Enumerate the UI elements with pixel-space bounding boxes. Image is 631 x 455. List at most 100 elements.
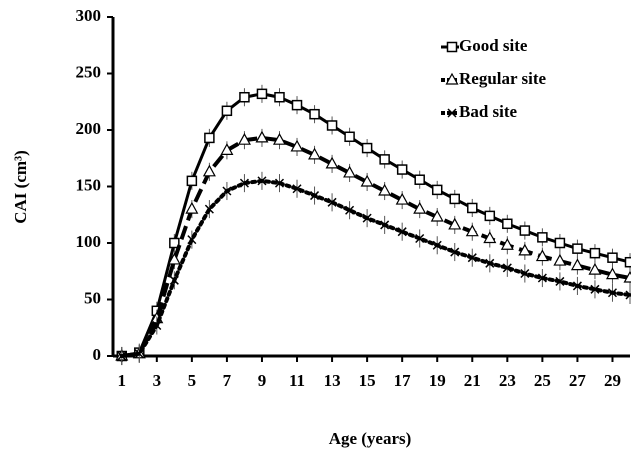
point bbox=[519, 225, 531, 236]
point bbox=[360, 174, 374, 187]
point bbox=[572, 243, 583, 254]
point bbox=[589, 247, 601, 259]
point bbox=[117, 351, 127, 361]
point bbox=[222, 186, 232, 196]
point bbox=[537, 232, 548, 243]
point bbox=[152, 320, 162, 331]
point bbox=[361, 142, 373, 154]
point bbox=[414, 174, 425, 185]
point bbox=[484, 210, 496, 222]
point bbox=[605, 267, 619, 280]
point bbox=[272, 132, 287, 145]
point bbox=[202, 164, 216, 177]
x-tick-label: 9 bbox=[258, 371, 267, 390]
point bbox=[220, 143, 234, 155]
point bbox=[343, 165, 357, 178]
x-tick-label: 17 bbox=[394, 371, 412, 390]
point bbox=[502, 263, 512, 273]
point bbox=[379, 154, 390, 165]
point bbox=[290, 139, 304, 152]
legend-label: Good site bbox=[459, 36, 528, 55]
point bbox=[588, 262, 602, 275]
point bbox=[325, 156, 339, 169]
point bbox=[625, 290, 631, 300]
x-tick-label: 21 bbox=[464, 371, 481, 390]
point bbox=[535, 249, 549, 262]
point bbox=[572, 281, 582, 291]
point bbox=[518, 243, 532, 256]
point bbox=[186, 175, 198, 187]
legend-marker bbox=[446, 41, 458, 53]
x-tick-label: 23 bbox=[499, 371, 516, 390]
point bbox=[624, 256, 631, 268]
point bbox=[502, 218, 513, 230]
series-line bbox=[121, 92, 631, 358]
legend-marker bbox=[445, 72, 459, 85]
point bbox=[221, 105, 233, 117]
point bbox=[169, 237, 180, 249]
point bbox=[134, 349, 144, 359]
point bbox=[467, 253, 477, 263]
point bbox=[449, 193, 460, 205]
point bbox=[255, 130, 269, 143]
x-tick-label: 13 bbox=[324, 371, 341, 390]
point bbox=[187, 235, 197, 245]
point bbox=[378, 183, 392, 196]
point bbox=[553, 253, 567, 266]
point bbox=[483, 231, 497, 244]
x-tick-label: 3 bbox=[153, 371, 162, 390]
point bbox=[450, 247, 460, 257]
point bbox=[345, 205, 355, 215]
point bbox=[326, 120, 338, 131]
point bbox=[607, 252, 618, 263]
point bbox=[413, 201, 427, 214]
y-tick-label: 250 bbox=[76, 62, 102, 81]
point bbox=[397, 227, 407, 237]
point bbox=[520, 268, 530, 279]
point bbox=[274, 178, 285, 188]
x-axis-label: Age (years) bbox=[329, 429, 412, 448]
point bbox=[590, 284, 600, 294]
point bbox=[380, 220, 390, 230]
x-tick-label: 5 bbox=[188, 371, 197, 390]
legend-label: Regular site bbox=[459, 69, 546, 88]
point bbox=[465, 224, 479, 237]
point bbox=[607, 288, 618, 298]
y-tick-label: 200 bbox=[76, 119, 102, 138]
x-tick-label: 11 bbox=[289, 371, 305, 390]
point bbox=[257, 176, 267, 186]
point bbox=[448, 217, 462, 230]
point bbox=[467, 202, 478, 214]
point bbox=[237, 132, 251, 145]
point bbox=[623, 270, 631, 283]
point bbox=[537, 273, 547, 283]
point bbox=[185, 201, 199, 214]
point bbox=[395, 192, 409, 205]
point bbox=[308, 147, 322, 160]
y-tick-label: 100 bbox=[76, 232, 102, 251]
x-tick-label: 29 bbox=[604, 371, 621, 390]
y-tick-label: 150 bbox=[76, 175, 102, 194]
point bbox=[500, 238, 514, 250]
point bbox=[555, 276, 565, 286]
point bbox=[292, 184, 302, 194]
x-tick-label: 25 bbox=[534, 371, 551, 390]
point bbox=[309, 108, 320, 120]
point bbox=[432, 240, 442, 250]
series-line bbox=[119, 178, 631, 358]
y-axis-label: CAI (cm³) bbox=[11, 150, 30, 224]
point bbox=[239, 91, 250, 103]
point bbox=[485, 258, 495, 268]
legend-label: Bad site bbox=[459, 102, 518, 121]
x-tick-label: 19 bbox=[429, 371, 446, 390]
point bbox=[344, 131, 355, 143]
point bbox=[274, 91, 285, 103]
x-tick-label: 1 bbox=[118, 371, 127, 390]
point bbox=[430, 209, 444, 222]
point bbox=[239, 178, 249, 188]
x-tick-label: 15 bbox=[359, 371, 376, 390]
point bbox=[256, 88, 268, 100]
series-line bbox=[121, 135, 631, 358]
point bbox=[431, 184, 443, 196]
point bbox=[362, 213, 372, 223]
